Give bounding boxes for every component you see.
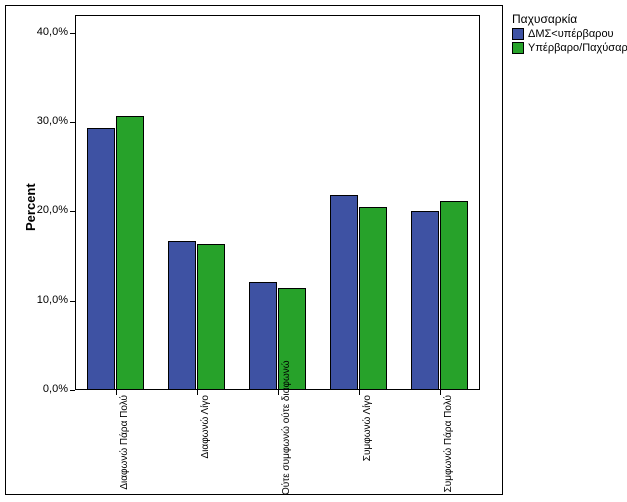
xtick-mark (116, 390, 117, 395)
xtick-mark (197, 390, 198, 395)
xtick-mark (278, 390, 279, 395)
legend-title: Παχυσαρκία (512, 12, 627, 26)
bar (249, 282, 277, 390)
xtick-label: Συμφωνώ Λίγο (362, 395, 373, 495)
legend-label: ΔΜΣ<υπέρβαρου (528, 28, 614, 40)
legend-label: Υπέρβαρο/Παχύσαρκο (528, 42, 627, 54)
ytick-label: 0,0% (30, 383, 68, 395)
ytick-mark (70, 122, 75, 123)
bar (87, 128, 115, 391)
bar (440, 201, 468, 390)
legend-swatch (512, 28, 524, 40)
bar (168, 241, 196, 390)
xtick-mark (440, 390, 441, 395)
xtick-label: Ούτε συμφωνώ ούτε διαφωνώ (281, 395, 292, 495)
legend-swatch (512, 42, 524, 54)
xtick-label: Διαφωνώ Πάρα Πολύ (119, 395, 130, 495)
xtick-label: Συμφωνώ Πάρα Πολύ (443, 395, 454, 495)
ytick-label: 10,0% (30, 294, 68, 306)
bar (197, 244, 225, 390)
xtick-label: Διαφωνώ Λίγο (200, 395, 211, 495)
xtick-mark (359, 390, 360, 395)
bar (411, 211, 439, 390)
bar (359, 207, 387, 390)
ytick-mark (70, 390, 75, 391)
bar (116, 116, 144, 390)
legend-items: ΔΜΣ<υπέρβαρου Υπέρβαρο/Παχύσαρκο (512, 28, 627, 54)
ytick-mark (70, 211, 75, 212)
ytick-label: 30,0% (30, 115, 68, 127)
legend: Παχυσαρκία ΔΜΣ<υπέρβαρου Υπέρβαρο/Παχύσαρ… (512, 12, 627, 54)
ytick-label: 40,0% (30, 26, 68, 38)
legend-item: ΔΜΣ<υπέρβαρου (512, 28, 627, 40)
legend-item: Υπέρβαρο/Παχύσαρκο (512, 42, 627, 54)
ytick-mark (70, 33, 75, 34)
chart-figure: Percent 0,0%10,0%20,0%30,0%40,0% Διαφωνώ… (0, 0, 627, 502)
ytick-label: 20,0% (30, 204, 68, 216)
ytick-mark (70, 301, 75, 302)
bar (330, 195, 358, 390)
